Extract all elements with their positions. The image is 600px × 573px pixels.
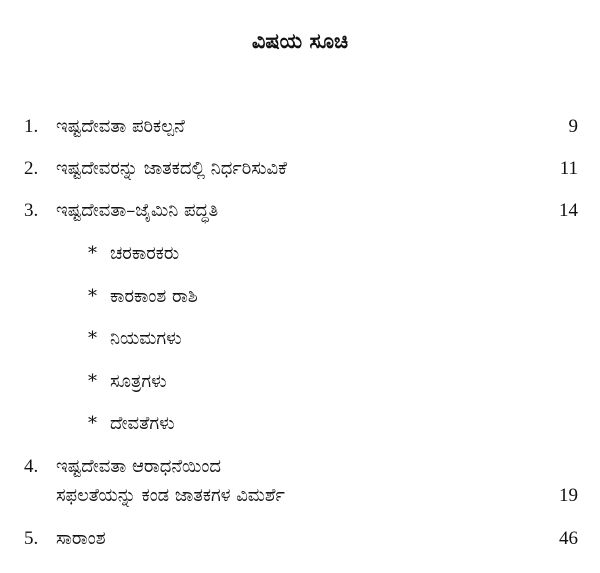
toc-entry: 1. ಇಷ್ಟದೇವತಾ ಪರಿಕಲ್ಪನೆ 9 (0, 116, 600, 146)
entry-number: 2. (24, 158, 39, 179)
bullet-icon: * (88, 286, 97, 307)
entry-page: 9 (568, 116, 579, 137)
subitem-title: ಸೂತ್ರಗಳು (110, 371, 167, 392)
entry-number: 1. (24, 116, 39, 137)
entry-title: ಇಷ್ಟದೇವರನ್ನು ಜಾತಕದಲ್ಲಿ ನಿರ್ಧರಿಸುವಿಕೆ (56, 158, 287, 179)
subitem-title: ಕಾರಕಾಂಶ ರಾಶಿ (110, 286, 198, 307)
toc-entry: 2. ಇಷ್ಟದೇವರನ್ನು ಜಾತಕದಲ್ಲಿ ನಿರ್ಧರಿಸುವಿಕೆ … (0, 158, 600, 188)
bullet-icon: * (88, 413, 97, 434)
entry-title: ಇಷ್ಟದೇವತಾ–ಜೈಮಿನಿ ಪದ್ಧತಿ (56, 200, 219, 221)
bullet-icon: * (88, 371, 97, 392)
toc-subitem: * ನಿಯಮಗಳು (0, 328, 600, 358)
entry-number: 4. (24, 456, 39, 477)
toc-subitem: * ದೇವತೆಗಳು (0, 413, 600, 443)
entry-title: ಇಷ್ಟದೇವತಾ ಆರಾಧನೆಯಿಂದ (56, 456, 221, 477)
entry-page: 46 (559, 528, 578, 549)
toc-subitem: * ಸೂತ್ರಗಳು (0, 371, 600, 401)
entry-page: 19 (559, 485, 578, 506)
subitem-title: ದೇವತೆಗಳು (110, 413, 175, 434)
subitem-title: ನಿಯಮಗಳು (110, 328, 182, 349)
entry-number: 5. (24, 528, 39, 549)
entry-number: 3. (24, 200, 39, 221)
toc-subitem: * ಕಾರಕಾಂಶ ರಾಶಿ (0, 286, 600, 316)
entry-page: 14 (559, 200, 578, 221)
subitem-title: ಚರಕಾರಕರು (110, 243, 180, 264)
page-title: ವಿಷಯ ಸೂಚಿ (251, 28, 349, 53)
entry-title: ಸಾರಾಂಶ (56, 528, 106, 549)
entry-title: ಇಷ್ಟದೇವತಾ ಪರಿಕಲ್ಪನೆ (56, 116, 185, 137)
toc-subitem: * ಚರಕಾರಕರು (0, 243, 600, 273)
bullet-icon: * (88, 328, 97, 349)
toc-entry: 4. ಇಷ್ಟದೇವತಾ ಆರಾಧನೆಯಿಂದ (0, 456, 600, 486)
toc-entry-continuation: ಸಫಲತೆಯನ್ನು ಕಂಡ ಜಾತಕಗಳ ವಿಮರ್ಶೆ 19 (0, 485, 600, 515)
bullet-icon: * (88, 243, 97, 264)
toc-entry: 3. ಇಷ್ಟದೇವತಾ–ಜೈಮಿನಿ ಪದ್ಧತಿ 14 (0, 200, 600, 230)
entry-title-line2: ಸಫಲತೆಯನ್ನು ಕಂಡ ಜಾತಕಗಳ ವಿಮರ್ಶೆ (56, 485, 285, 506)
toc-entry: 5. ಸಾರಾಂಶ 46 (0, 528, 600, 558)
entry-page: 11 (559, 158, 578, 179)
